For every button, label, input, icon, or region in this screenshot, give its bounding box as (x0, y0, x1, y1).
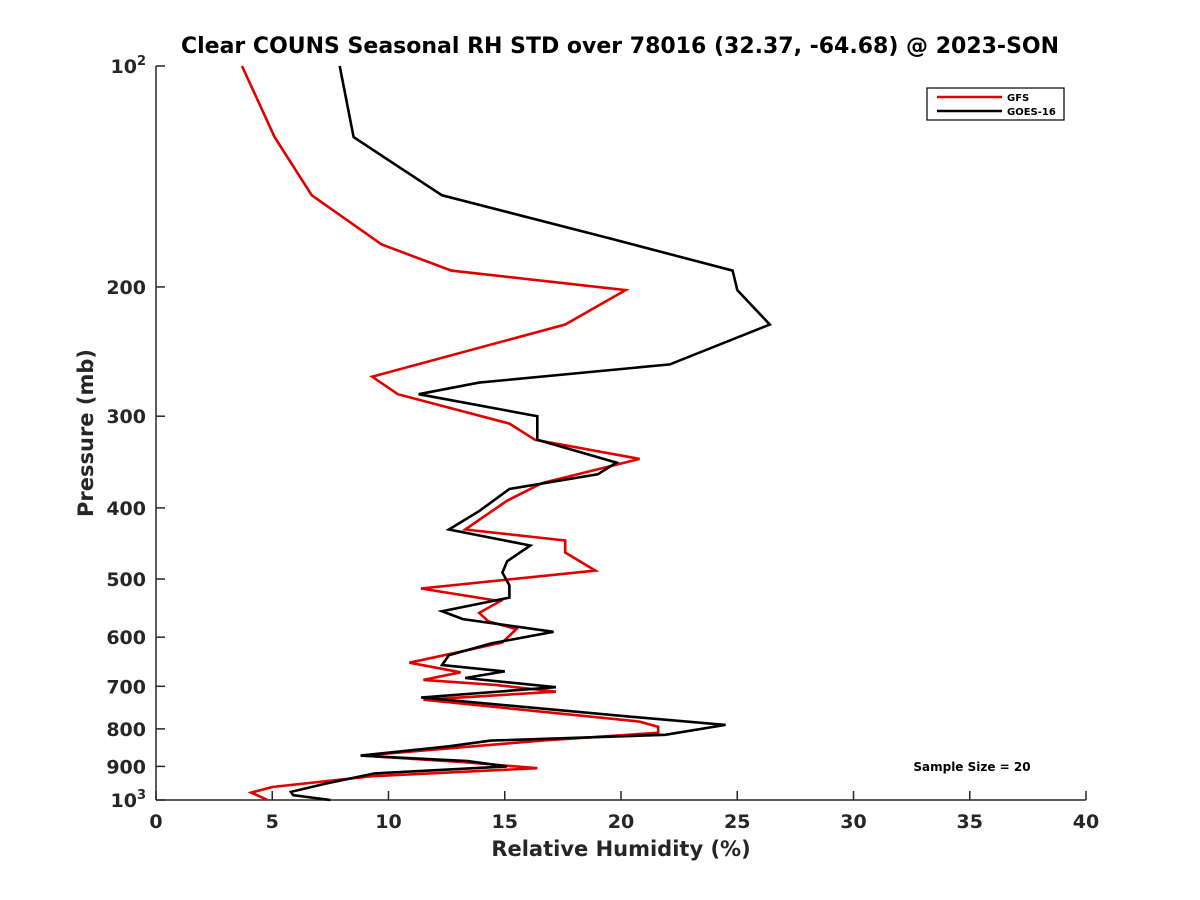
x-tick-label: 10 (375, 811, 401, 833)
series-line-gfs (240, 65, 660, 802)
y-tick-label: 102 (111, 54, 147, 78)
x-ticks: 0 5 10 15 20 25 30 35 40 (149, 791, 1099, 833)
series-layer (240, 65, 773, 802)
series-line-goes16 (288, 65, 773, 802)
x-tick-label: 0 (149, 811, 162, 833)
sample-size-annotation: Sample Size = 20 (913, 760, 1030, 774)
plot-area: 0 5 10 15 20 25 30 35 40 102 200 300 400 500 600 700 80… (106, 54, 1099, 833)
x-tick-label: 25 (724, 811, 750, 833)
y-ticks: 102 200 300 400 500 600 700 800 900 103 (106, 54, 165, 812)
y-tick-label: 103 (111, 788, 147, 812)
x-tick-label: 15 (492, 811, 518, 833)
x-tick-label: 20 (608, 811, 634, 833)
legend: GFS GOES-16 (926, 87, 1065, 121)
legend-box (926, 87, 1065, 121)
y-tick-label: 600 (106, 627, 146, 649)
y-tick-label: 300 (106, 406, 146, 428)
x-tick-label: 30 (840, 811, 866, 833)
x-tick-label: 40 (1073, 811, 1099, 833)
y-tick-label: 700 (106, 676, 146, 698)
x-tick-label: 35 (957, 811, 983, 833)
y-tick-label: 800 (106, 719, 146, 741)
x-tick-label: 5 (266, 811, 279, 833)
y-tick-label: 400 (106, 498, 146, 520)
y-tick-label: 500 (106, 569, 146, 591)
legend-label-goes16: GOES-16 (1007, 107, 1056, 118)
chart-title: Clear COUNS Seasonal RH STD over 78016 (… (181, 34, 1059, 59)
y-axis-label: Pressure (mb) (74, 349, 98, 517)
x-axis-label: Relative Humidity (%) (491, 837, 750, 861)
legend-label-gfs: GFS (1007, 93, 1029, 104)
y-tick-label: 900 (106, 756, 146, 778)
y-tick-label: 200 (106, 277, 146, 299)
